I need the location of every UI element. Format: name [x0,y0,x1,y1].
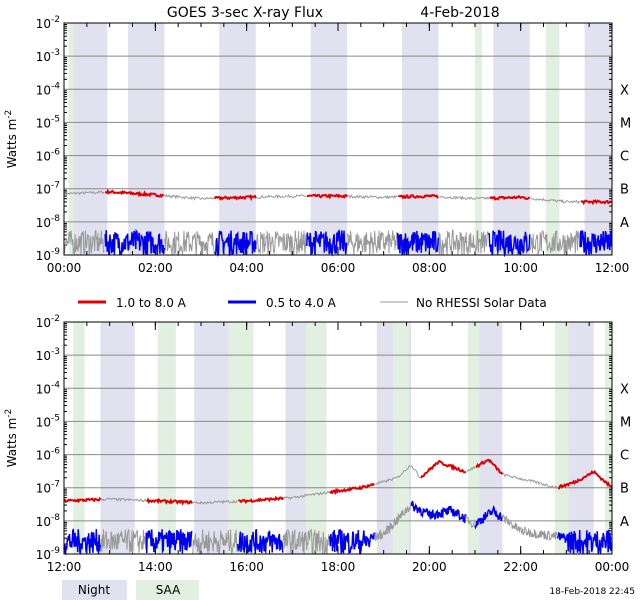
flare-class-label: A [620,515,629,530]
x-tick-label: 12:00 [595,261,630,275]
y-axis-label: Watts m-2 [4,409,19,468]
y-tick-label: 10-8 [36,513,61,529]
flare-class-label: X [620,83,629,98]
saa-band [306,322,327,554]
plot-frame [63,321,613,555]
y-tick-label: 10-3 [36,347,60,363]
saa-band [228,322,254,554]
y-tick-label: 10-5 [36,114,60,130]
long-channel-line [63,458,613,506]
flare-class-label: B [620,482,629,497]
short-channel-nodata-line [63,229,581,256]
x-tick-label: 18:00 [321,560,356,574]
flare-class-label: M [620,116,631,131]
y-axis-label: Watts m-2 [4,110,19,169]
x-tick-label: 20:00 [412,560,447,574]
x-tick-label: 04:00 [229,261,264,275]
saa-band [605,322,612,554]
short-channel-nodata-line [100,503,558,555]
x-tick-label: 22:00 [503,560,538,574]
flare-class-label: C [620,150,629,165]
night-band [401,23,439,255]
chart-date: 4-Feb-2018 [420,5,499,21]
y-tick-label: 10-2 [36,15,60,31]
saa-band [468,322,480,554]
night-legend-box [62,580,127,600]
night-band [493,23,530,255]
saa-band [392,322,409,554]
y-tick-label: 10-8 [36,214,61,230]
y-tick-label: 10-6 [36,447,61,463]
y-tick-label: 10-6 [36,148,61,164]
plot-frame [63,22,613,256]
saa-legend-box [136,580,199,600]
x-tick-label: 00:00 [47,261,82,275]
y-tick-label: 10-5 [36,413,60,429]
long-channel-line [104,188,613,206]
night-band [194,322,229,554]
y-tick-label: 10-7 [36,181,60,197]
x-tick-label: 02:00 [138,261,173,275]
x-tick-label: 16:00 [229,560,264,574]
short-channel-line [104,228,613,258]
saa-legend-label: SAA [156,583,181,597]
night-band [73,23,108,255]
x-tick-label: 14:00 [138,560,173,574]
chart-title: GOES 3-sec X-ray Flux [167,5,323,21]
y-tick-label: 10-7 [36,480,60,496]
bottom-panel: 10-910-810-710-610-510-410-310-2ABCMXWat… [4,314,631,574]
saa-band [554,322,569,554]
night-band [127,23,165,255]
night-band [310,23,348,255]
flare-class-label: X [620,382,629,397]
x-tick-label: 10:00 [503,261,538,275]
saa-band [545,23,560,255]
x-tick-label: 12:00 [47,560,82,574]
flare-class-label: B [620,183,629,198]
legend-label-nodata: No RHESSI Solar Data [416,296,547,310]
saa-band [157,322,176,554]
saa-band [73,322,85,554]
long-channel-nodata-line [63,190,581,205]
long-channel-nodata-line [100,464,558,505]
generation-timestamp: 18-Feb-2018 22:45 [549,587,635,597]
night-band [219,23,256,255]
short-channel-line [63,500,613,556]
y-tick-label: 10-4 [36,380,61,396]
legend-label-short: 0.5 to 4.0 A [266,296,337,310]
saa-band [68,23,74,255]
series-legend: 1.0 to 8.0 A 0.5 to 4.0 A No RHESSI Sola… [78,296,547,310]
x-tick-label: 06:00 [321,261,356,275]
band-legend: Night SAA 18-Feb-2018 22:45 [62,580,635,600]
night-band [584,23,612,255]
y-tick-label: 10-2 [36,314,60,330]
night-band [100,322,135,554]
legend-label-long: 1.0 to 8.0 A [116,296,187,310]
saa-band [475,23,482,255]
flare-class-label: C [620,449,629,464]
x-tick-label: 08:00 [412,261,447,275]
flare-class-label: A [620,216,629,231]
night-legend-label: Night [78,583,111,597]
y-tick-label: 10-3 [36,48,60,64]
x-tick-label: 00:00 [595,560,630,574]
top-panel: 10-910-810-710-610-510-410-310-2ABCMXWat… [4,15,631,275]
y-tick-label: 10-4 [36,81,61,97]
flare-class-label: M [620,415,631,430]
